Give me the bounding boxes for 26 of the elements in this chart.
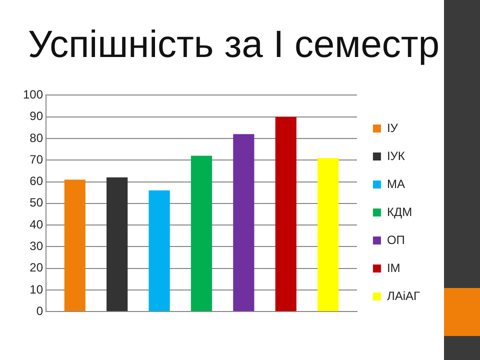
bar <box>275 116 296 312</box>
legend-label: ІМ <box>386 260 400 275</box>
y-tick-label: 70 <box>30 152 44 166</box>
legend-label: ІУ <box>386 120 398 135</box>
bar <box>106 177 128 312</box>
legend-label: ІУК <box>386 148 405 163</box>
legend-label: КДМ <box>386 204 412 219</box>
y-tick-label: 10 <box>30 282 44 296</box>
bar <box>148 190 170 312</box>
legend-label: ЛАіАГ <box>386 288 420 303</box>
y-tick-label: 20 <box>30 260 44 275</box>
y-tick-label: 60 <box>30 174 44 188</box>
y-tick-label: 100 <box>22 88 44 102</box>
y-tick-label: 40 <box>30 217 44 232</box>
bar <box>318 158 339 312</box>
y-tick-label: 0 <box>36 304 44 318</box>
bar <box>233 134 254 312</box>
y-tick-label: 30 <box>30 238 44 253</box>
y-tick-label: 80 <box>30 130 44 145</box>
bar <box>190 156 212 312</box>
y-tick-label: 90 <box>30 109 44 124</box>
y-tick-label: 50 <box>30 196 44 210</box>
bar <box>64 180 86 312</box>
chart-title: Успішність за I семестр <box>28 24 440 67</box>
legend-label: ОП <box>386 232 405 247</box>
legend-label: МА <box>386 176 405 191</box>
